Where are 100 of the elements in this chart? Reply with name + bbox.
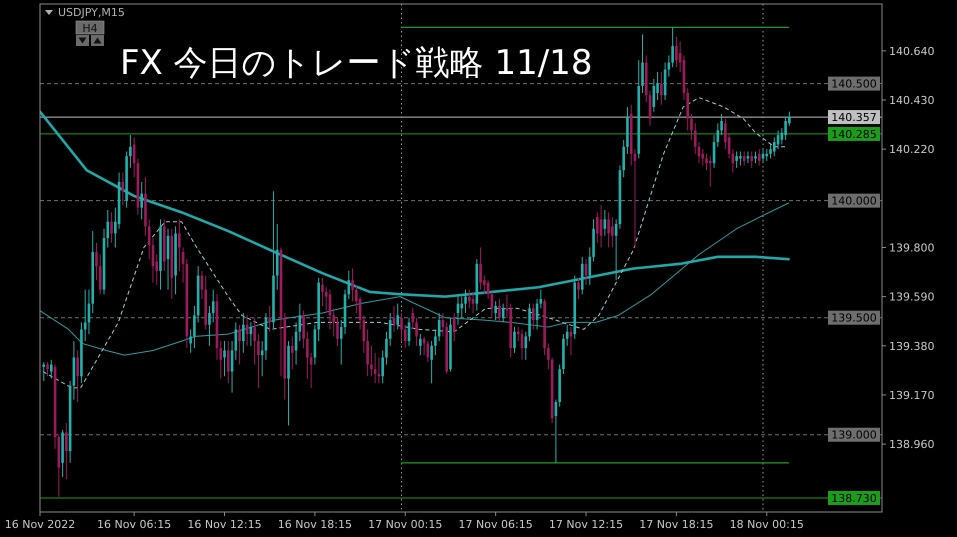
candlestick: [65, 422, 68, 480]
chart-subtitle: USDJPY,M15: [58, 6, 125, 19]
candlestick: [392, 305, 396, 332]
candlestick: [641, 34, 644, 94]
candlestick: [347, 270, 350, 300]
candlestick: [732, 148, 734, 174]
candlestick: [547, 342, 550, 370]
candlestick: [456, 294, 460, 326]
candlestick: [268, 305, 272, 332]
candlestick: [238, 324, 241, 366]
candlestick: [728, 132, 730, 160]
candlestick: [656, 71, 659, 100]
candlestick: [355, 284, 358, 314]
ref-label: 139.000: [828, 428, 880, 442]
y-tick-label: 140.640: [889, 44, 934, 58]
candlestick: [219, 340, 222, 380]
x-tick-label: 17 Nov 18:15: [639, 518, 714, 531]
candlestick: [464, 289, 467, 314]
candlestick: [76, 350, 79, 402]
candlestick: [566, 324, 568, 346]
candlestick: [483, 275, 486, 295]
candlestick: [490, 291, 494, 318]
candlestick: [234, 322, 238, 360]
candlestick: [762, 148, 764, 164]
candlestick: [705, 153, 708, 171]
candlestick: [773, 136, 776, 157]
ref-label: 140.357: [828, 110, 880, 124]
candlestick: [652, 78, 656, 112]
ref-line-label: 140.357: [831, 111, 877, 124]
candlestick: [46, 362, 49, 377]
x-tick-label: 16 Nov 12:15: [187, 518, 262, 531]
candlestick: [754, 150, 757, 164]
candlestick: [381, 350, 384, 384]
candlestick: [98, 254, 102, 295]
candlestick: [502, 303, 504, 323]
candlestick: [660, 71, 663, 106]
candlestick: [321, 277, 324, 306]
candlestick: [324, 286, 328, 312]
candlestick: [724, 118, 727, 150]
candlestick: [516, 326, 520, 342]
y-tick-label: 140.220: [889, 143, 934, 156]
y-tick-label: 139.590: [889, 290, 934, 304]
candlestick: [122, 172, 124, 206]
candlestick: [769, 144, 772, 160]
candlestick: [50, 359, 53, 380]
ref-label: 138.730: [828, 490, 880, 505]
x-tick-label: 16 Nov 18:15: [278, 518, 352, 531]
candlestick: [250, 322, 252, 346]
candlestick: [412, 308, 414, 330]
candlestick: [226, 340, 230, 384]
candlestick: [422, 336, 426, 356]
candlestick: [438, 312, 440, 342]
x-tick-label: 18 Nov 00:15: [730, 518, 804, 531]
candlestick: [735, 150, 738, 168]
candlestick: [193, 305, 196, 349]
candlestick: [701, 148, 704, 166]
candlestick: [396, 303, 400, 330]
x-tick-label: 16 Nov 06:15: [97, 518, 172, 531]
ref-line-label: 139.000: [831, 428, 877, 442]
candlestick: [788, 111, 791, 126]
candlestick: [336, 317, 339, 346]
candlestick: [200, 270, 204, 300]
candlestick: [716, 122, 720, 148]
y-tick-label: 139.800: [889, 241, 934, 254]
candlestick: [302, 310, 305, 349]
candlestick: [332, 308, 336, 337]
candlestick: [460, 296, 464, 318]
candlestick: [351, 268, 354, 302]
candlestick: [720, 114, 723, 136]
candlestick: [212, 289, 215, 323]
candlestick: [758, 148, 761, 166]
candlestick: [430, 340, 433, 384]
candlestick: [182, 246, 184, 284]
candlestick: [358, 296, 362, 330]
candlestick: [415, 317, 418, 346]
candlestick: [408, 317, 410, 346]
candlestick: [675, 36, 678, 68]
candlestick: [520, 328, 524, 360]
candlestick: [678, 40, 682, 72]
candlestick: [614, 218, 618, 281]
candlestick: [588, 246, 592, 286]
candlestick: [584, 258, 588, 286]
candlestick: [340, 320, 343, 366]
candlestick: [536, 298, 538, 330]
candlestick: [494, 300, 497, 321]
candlestick: [42, 362, 46, 382]
ref-label: 139.500: [828, 310, 880, 325]
candlestick: [611, 216, 614, 248]
candlestick: [600, 204, 602, 248]
candlestick: [540, 289, 542, 309]
ref-label: 140.000: [828, 194, 880, 208]
candlestick: [426, 340, 430, 363]
candlestick: [739, 150, 742, 166]
y-tick-label: 138.960: [889, 438, 934, 452]
candlestick: [694, 122, 697, 154]
candlestick: [668, 55, 670, 78]
x-tick-label: 17 Nov 06:15: [458, 518, 533, 531]
ref-line-label: 140.285: [831, 128, 877, 141]
candlestick: [129, 134, 132, 168]
candlestick: [291, 336, 294, 370]
